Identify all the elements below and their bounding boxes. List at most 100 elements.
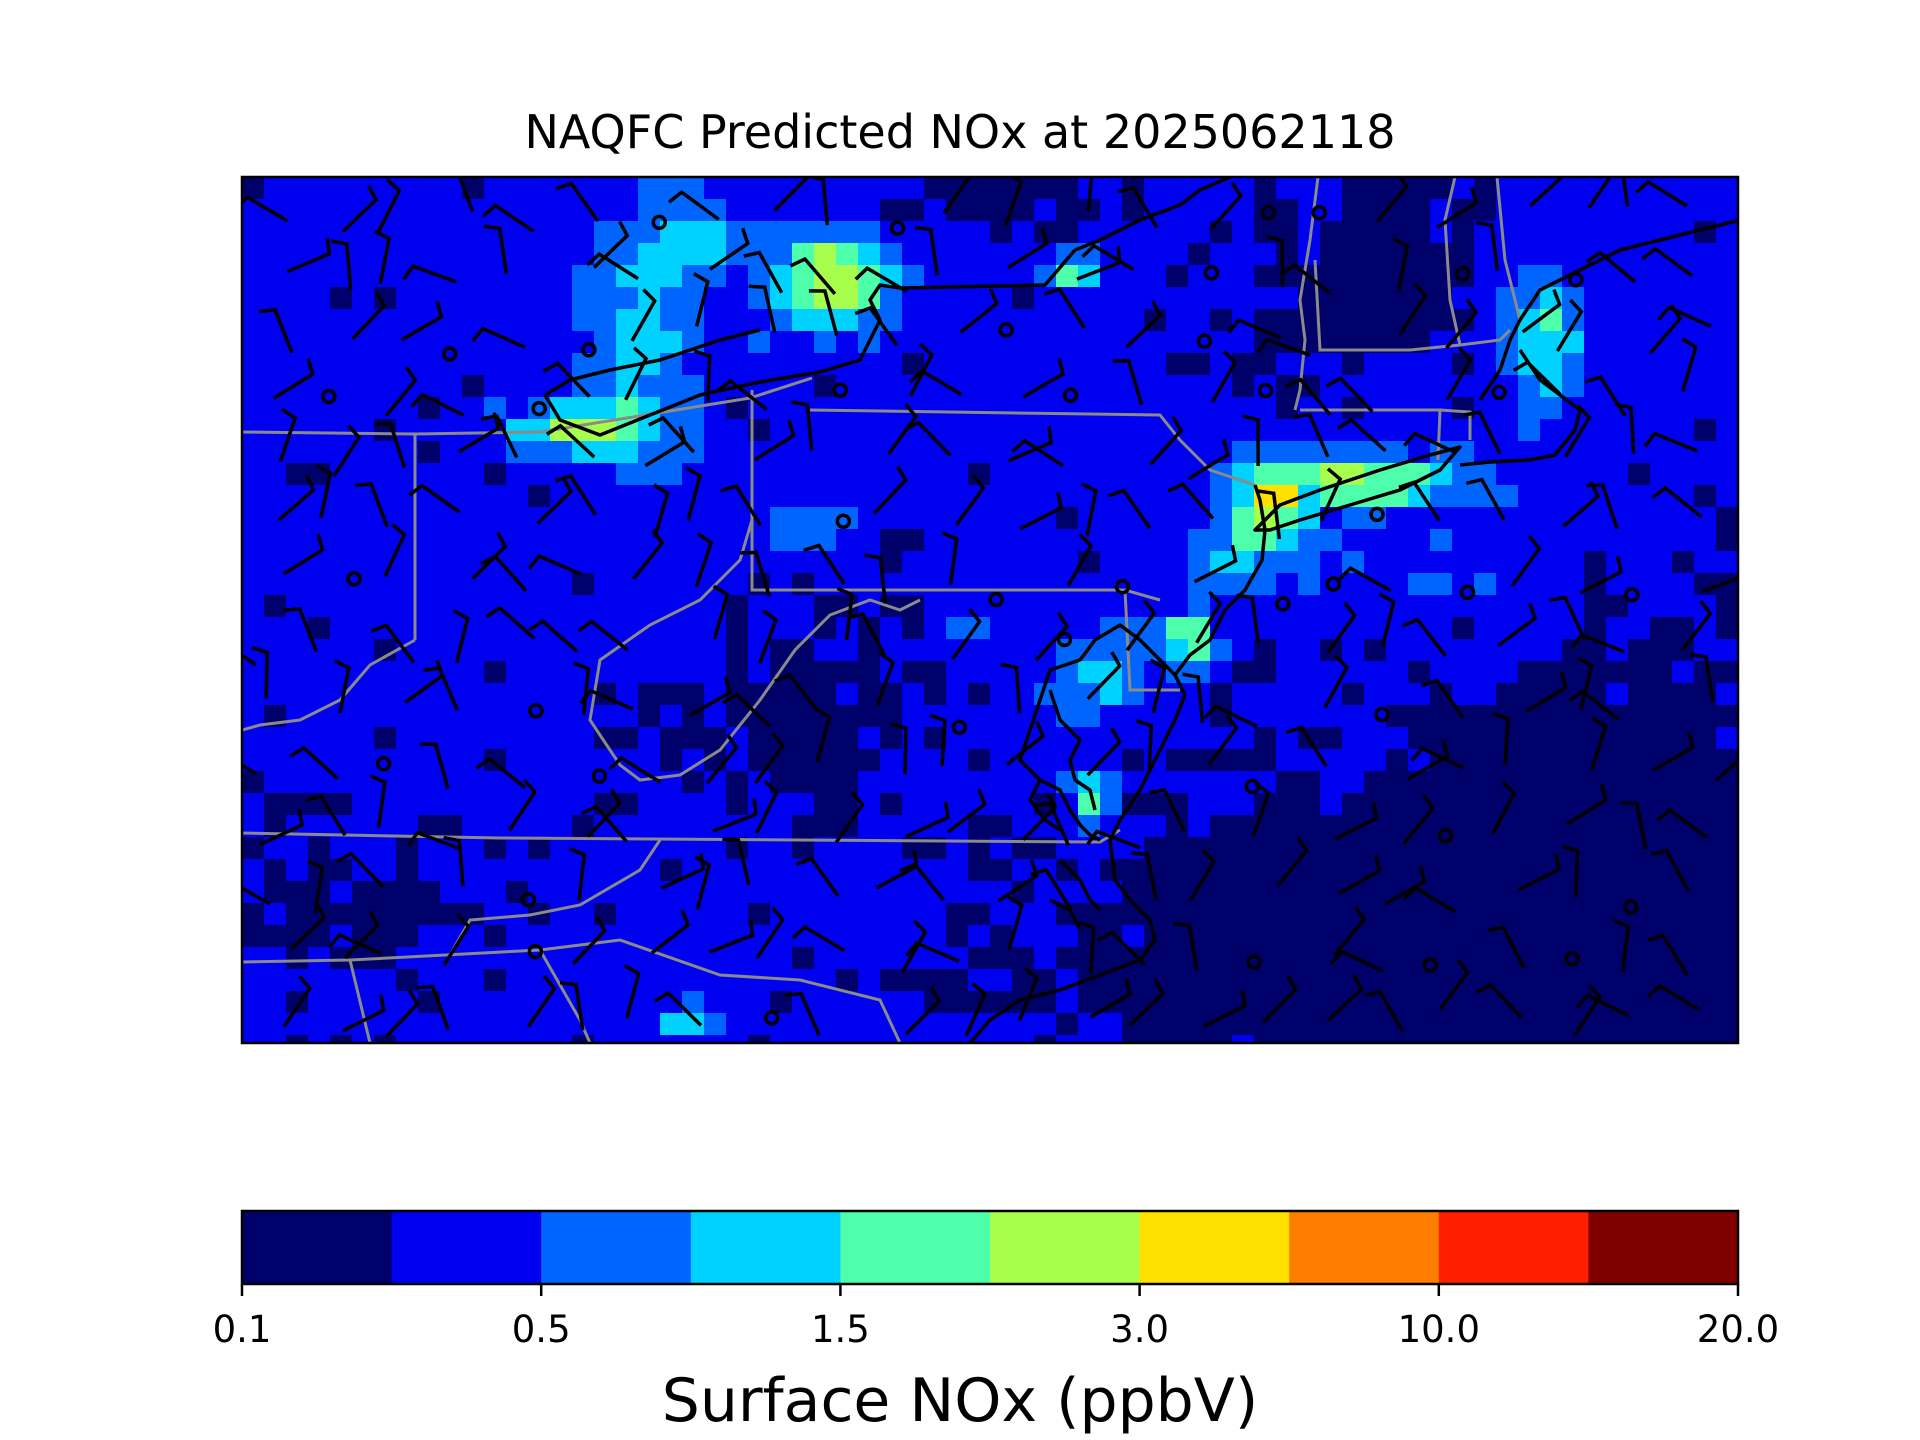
wind-barb	[289, 902, 327, 951]
field-cell	[352, 507, 375, 530]
field-cell	[1496, 309, 1519, 332]
field-cell	[858, 727, 881, 750]
field-cell	[286, 969, 309, 992]
field-cell	[594, 287, 617, 310]
field-cell	[352, 793, 375, 816]
field-cell	[1078, 903, 1101, 926]
field-cell	[286, 617, 309, 640]
field-cell	[286, 463, 309, 486]
calm-wind-circle	[531, 400, 547, 417]
wind-barb	[1089, 978, 1133, 1019]
field-cell	[616, 771, 639, 794]
field-cell	[506, 573, 529, 596]
field-cell	[1518, 749, 1541, 772]
field-cell	[748, 221, 771, 244]
field-cell	[572, 551, 595, 574]
field-cell	[528, 793, 551, 816]
field-cell	[1628, 529, 1651, 552]
field-cell	[1540, 1035, 1563, 1043]
field-cell	[1584, 639, 1607, 662]
field-cell	[352, 419, 375, 442]
field-cell	[1716, 661, 1738, 684]
wind-barb	[480, 554, 528, 592]
field-cell	[1606, 441, 1629, 464]
field-cell	[418, 463, 441, 486]
field-cell	[1672, 1035, 1695, 1043]
wind-barb	[1266, 235, 1285, 287]
field-cell	[1518, 573, 1541, 596]
field-cell	[264, 507, 287, 530]
field-cell	[968, 419, 991, 442]
field-cell	[374, 573, 397, 596]
field-cell	[242, 243, 265, 266]
field-cell	[1606, 463, 1629, 486]
field-cell	[616, 507, 639, 530]
field-cell	[242, 661, 265, 684]
field-cell	[330, 265, 353, 288]
field-cell	[1254, 265, 1277, 288]
field-cell	[814, 221, 837, 244]
field-cell	[1408, 749, 1431, 772]
field-cell	[440, 485, 463, 508]
field-cell	[1166, 793, 1189, 816]
wind-barb	[1019, 491, 1064, 531]
field-cell	[1672, 177, 1695, 200]
field-cell	[770, 353, 793, 376]
field-cell	[1122, 771, 1145, 794]
wind-barb	[242, 195, 288, 223]
field-cell	[1584, 925, 1607, 948]
field-cell	[638, 881, 661, 904]
field-cell	[1584, 595, 1607, 618]
field-cell	[792, 793, 815, 816]
wind-barb	[901, 919, 928, 973]
field-cell	[1254, 551, 1277, 574]
field-cell	[1452, 991, 1475, 1014]
field-cell	[858, 947, 881, 970]
field-cell	[836, 199, 859, 222]
field-cell	[1672, 551, 1695, 574]
field-cell	[594, 221, 617, 244]
field-cell	[594, 507, 617, 530]
wind-barb	[875, 651, 895, 707]
field-cell	[1672, 507, 1695, 530]
wind-barb	[419, 742, 450, 790]
field-cell	[1276, 353, 1299, 376]
field-cell	[242, 727, 265, 750]
field-cell	[1034, 705, 1057, 728]
field-cell	[1540, 661, 1563, 684]
field-cell	[814, 859, 837, 882]
field-cell	[924, 331, 947, 354]
wind-barb	[483, 224, 509, 275]
field-cell	[1386, 969, 1409, 992]
field-cell	[660, 309, 683, 332]
field-cell	[1650, 1035, 1673, 1043]
field-cell	[660, 529, 683, 552]
field-cell	[968, 595, 991, 618]
field-cell	[462, 463, 485, 486]
field-cell	[770, 771, 793, 794]
field-cell	[924, 639, 947, 662]
field-cell	[484, 859, 507, 882]
field-cell	[1100, 463, 1123, 486]
field-cell	[748, 441, 771, 464]
field-cell	[1628, 793, 1651, 816]
wind-barb	[1614, 402, 1636, 454]
field-cell	[902, 727, 925, 750]
field-cell	[1342, 837, 1365, 860]
field-cell	[836, 419, 859, 442]
field-cell	[1342, 859, 1365, 882]
field-cell	[792, 397, 815, 420]
field-cell	[1562, 1035, 1585, 1043]
field-cell	[638, 265, 661, 288]
field-cell	[1584, 815, 1607, 838]
field-cell	[330, 485, 353, 508]
field-cell	[1562, 903, 1585, 926]
field-cell	[506, 639, 529, 662]
field-cell	[352, 595, 375, 618]
field-cell	[1672, 265, 1695, 288]
field-cell	[572, 529, 595, 552]
wind-barb	[688, 676, 732, 718]
wind-barb	[305, 793, 347, 837]
wind-barb	[1193, 544, 1238, 584]
wind-barb	[834, 791, 865, 844]
